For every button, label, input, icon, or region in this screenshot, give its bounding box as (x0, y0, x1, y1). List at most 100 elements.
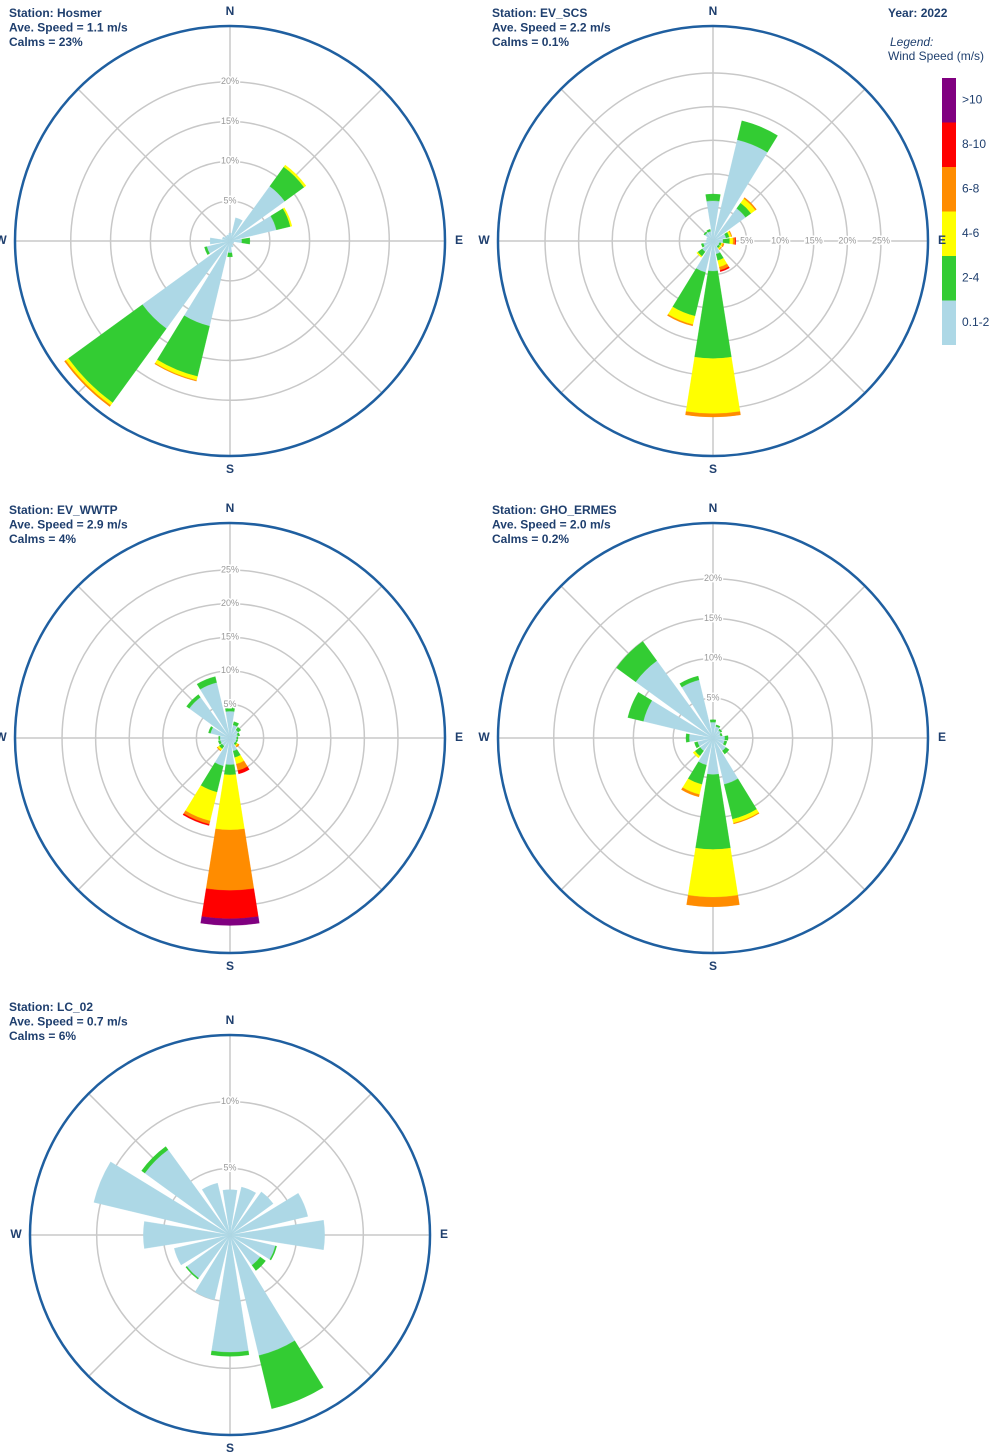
legend-label: 2-4 (962, 270, 980, 284)
legend-label: 6-8 (962, 181, 980, 195)
spoke (712, 585, 866, 739)
spoke (77, 88, 231, 242)
legend-swatch (942, 78, 956, 123)
spoke (229, 737, 383, 891)
direction-label: W (10, 1227, 22, 1241)
station-info: Station: GHO_ERMES (492, 503, 617, 517)
wedge-segment (204, 246, 210, 255)
wedge-segment (701, 243, 705, 248)
spoke (712, 737, 866, 891)
direction-label: E (938, 730, 946, 744)
direction-label: N (226, 1013, 235, 1027)
wedge-segment (182, 813, 210, 826)
wedge-segment (210, 1350, 250, 1357)
tick-label: 5% (223, 1163, 236, 1173)
wedge-segment (703, 231, 708, 236)
wedge-segment (209, 237, 231, 245)
direction-label: S (709, 462, 717, 476)
wedge-segment (706, 229, 711, 233)
tick-label: 10% (221, 1096, 239, 1106)
wedge-segment (141, 1146, 169, 1174)
wedge-segment (185, 1266, 199, 1280)
wedge-segment (205, 828, 255, 891)
wedge-segment (718, 728, 723, 733)
legend-swatch (942, 211, 956, 256)
wedge-segment (733, 812, 760, 825)
wedge-segment (224, 235, 231, 242)
wedge-segment (227, 252, 233, 258)
tick-label: 15% (221, 116, 239, 126)
station-info: Ave. Speed = 0.7 m/s (9, 1015, 128, 1029)
direction-label: E (440, 1227, 448, 1241)
direction-label: N (226, 501, 235, 515)
direction-label: E (455, 233, 463, 247)
station-info: Station: EV_SCS (492, 6, 587, 20)
wedge-segment (283, 164, 307, 188)
station-info: Calms = 6% (9, 1029, 76, 1043)
wedge-segment (712, 139, 768, 242)
wedge-segment (236, 732, 240, 737)
wedge-segment (174, 1234, 231, 1266)
tick-label: 5% (706, 693, 719, 703)
legend-label: 0.1-2 (962, 315, 990, 329)
spoke (560, 88, 714, 242)
direction-label: S (226, 462, 234, 476)
wedge-segment (732, 237, 736, 245)
tick-label: 20% (221, 598, 239, 608)
wedge-segment (229, 217, 243, 242)
wedge-segment (215, 774, 245, 831)
spoke (229, 585, 383, 739)
tick-label: 20% (704, 573, 722, 583)
spoke (77, 737, 231, 891)
station-info: Station: EV_WWTP (9, 503, 118, 517)
wedge-segment (715, 724, 721, 729)
legend-title: Legend: (890, 35, 933, 49)
wedge-segment (200, 916, 260, 926)
tick-label: 10% (221, 665, 239, 675)
wedge-segment (241, 237, 251, 245)
wedge-segment (143, 1221, 231, 1249)
wedge-segment (229, 1220, 325, 1250)
year-label: Year: 2022 (888, 6, 948, 20)
station-info: Station: Hosmer (9, 6, 102, 20)
wedge-segment (229, 1191, 274, 1236)
wedge-segment (709, 719, 717, 723)
direction-label: S (226, 1441, 234, 1454)
wedge-segment (186, 694, 201, 709)
direction-label: S (709, 959, 717, 973)
direction-label: E (455, 730, 463, 744)
wedge-segment (616, 641, 658, 683)
direction-label: W (478, 233, 490, 247)
wedge-segment (229, 1192, 308, 1236)
direction-label: S (226, 959, 234, 973)
wedge-segment (681, 787, 700, 798)
tick-label: 10% (771, 235, 789, 245)
tick-label: 15% (805, 235, 823, 245)
wedge-segment (728, 230, 733, 237)
tick-label: 5% (223, 196, 236, 206)
wedge-segment (228, 232, 232, 242)
station-info: Calms = 0.2% (492, 532, 569, 546)
wedge-segment (154, 363, 197, 382)
wedge-segment (222, 236, 231, 242)
station-info: Calms = 0.1% (492, 35, 569, 49)
wedge-segment (201, 888, 259, 919)
wedge-segment (208, 726, 214, 734)
wedge-segment (226, 234, 231, 242)
wedge-segment (685, 733, 690, 743)
spoke (560, 240, 714, 394)
wedge-segment (743, 197, 757, 211)
tick-label: 25% (872, 235, 890, 245)
tick-label: 20% (838, 235, 856, 245)
wedge-segment (706, 237, 714, 242)
tick-label: 15% (704, 613, 722, 623)
tick-label: 5% (740, 235, 753, 245)
legend-swatch (942, 167, 956, 212)
wedge-segment (196, 676, 217, 690)
wedge-segment (696, 251, 703, 258)
station-info: Ave. Speed = 2.2 m/s (492, 21, 611, 35)
wedge-segment (229, 240, 234, 248)
wedge-segment (236, 736, 239, 740)
wedge-segment (224, 704, 236, 712)
